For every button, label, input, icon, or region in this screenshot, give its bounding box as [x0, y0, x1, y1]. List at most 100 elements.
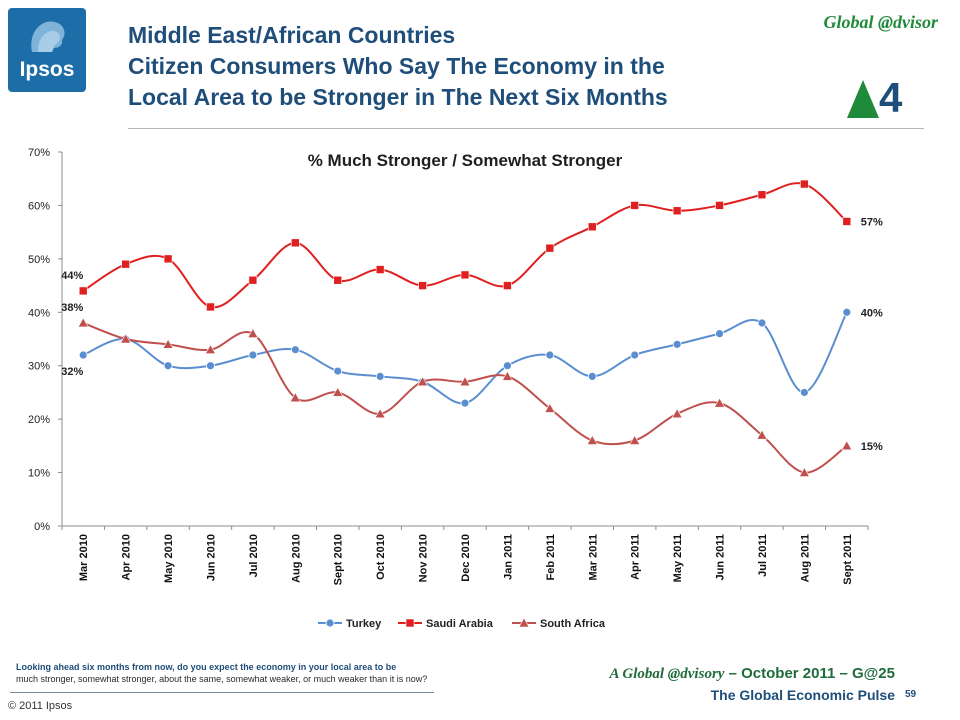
chart-axes: 0% 10% 20% 30% 40% 50% 60% 70% Mar 2010 Apr 2010 M… — [28, 147, 869, 585]
report-brand: A Global @dvisory — [609, 666, 725, 682]
y-tick-label: 70% — [28, 147, 50, 159]
x-tick-label: Jun 2011 — [715, 534, 727, 580]
series-line-turkey — [82, 311, 848, 405]
title-line-1: Middle East/African Countries — [128, 22, 456, 48]
data-point-turkey — [799, 388, 809, 397]
data-point-turkey — [206, 361, 215, 371]
chart-legend: Turkey Saudi Arabia South Africa — [318, 617, 606, 630]
x-tick-label: Sept 2010 — [333, 534, 345, 585]
x-tick-label: Sept 2011 — [842, 534, 854, 585]
data-point-south-africa — [798, 466, 810, 477]
data-point-south-africa — [671, 408, 683, 419]
data-point-south-africa — [501, 370, 513, 381]
x-tick-label: Jul 2010 — [248, 534, 260, 577]
y-tick-label: 10% — [28, 468, 50, 480]
data-point-south-africa — [332, 386, 344, 397]
y-tick-label: 50% — [28, 254, 50, 266]
x-tick-label: Nov 2010 — [418, 534, 430, 582]
copyright: © 2011 Ipsos — [8, 700, 73, 712]
series-line-south-africa — [82, 322, 848, 474]
data-point-south-africa — [586, 434, 598, 445]
data-point-saudi-arabia — [587, 222, 597, 232]
y-tick-label: 20% — [28, 414, 50, 426]
x-tick-label: Aug 2010 — [290, 534, 302, 583]
x-tick-label: Apr 2010 — [121, 534, 133, 580]
data-point-saudi-arabia — [418, 281, 427, 290]
data-point-south-africa — [247, 328, 259, 338]
data-point-south-africa — [459, 376, 471, 387]
data-point-south-africa — [374, 408, 386, 419]
x-tick-label: Apr 2011 — [630, 534, 642, 580]
chart-title: % Much Stronger / Somewhat Stronger — [307, 151, 623, 170]
data-point-turkey — [757, 318, 767, 328]
report-title: A Global @dvisory – October 2011 – G@25 — [560, 665, 895, 683]
x-tick-label: Jan 2011 — [502, 534, 514, 580]
legend-marker-south-africa — [518, 617, 530, 628]
data-point-saudi-arabia — [757, 190, 767, 200]
report-date: – October 2011 – G@25 — [724, 665, 895, 682]
data-label: 57% — [861, 216, 883, 228]
data-point-saudi-arabia — [248, 275, 258, 285]
data-point-turkey — [630, 350, 640, 360]
data-point-saudi-arabia — [630, 201, 639, 210]
data-point-south-africa — [841, 440, 853, 451]
data-point-turkey — [163, 361, 173, 371]
data-point-south-africa — [162, 338, 174, 349]
title-divider — [128, 128, 924, 129]
data-point-south-africa — [629, 434, 641, 445]
legend-marker-saudi-arabia — [405, 618, 415, 628]
x-tick-label: Mar 2011 — [587, 534, 599, 580]
y-tick-label: 60% — [28, 200, 50, 212]
x-tick-label: May 2011 — [672, 534, 684, 582]
data-point-south-africa — [120, 333, 132, 344]
data-label: 38% — [61, 302, 83, 314]
data-label: 15% — [861, 441, 883, 453]
logo-head-icon — [31, 21, 65, 52]
x-tick-label: Feb 2011 — [545, 534, 557, 580]
up-arrow-icon — [847, 80, 879, 118]
data-point-turkey — [545, 350, 555, 360]
legend-marker-turkey — [325, 618, 335, 628]
x-tick-label: Dec 2010 — [460, 534, 472, 582]
data-point-saudi-arabia — [333, 275, 343, 285]
series-line-saudi-arabia — [82, 182, 848, 309]
question-line-2: much stronger, somewhat stronger, about … — [16, 674, 428, 684]
data-point-turkey — [248, 350, 258, 360]
data-point-saudi-arabia — [78, 286, 88, 296]
data-point-saudi-arabia — [800, 179, 809, 189]
data-point-saudi-arabia — [163, 254, 173, 264]
page-number: 59 — [905, 689, 917, 700]
data-point-south-africa — [714, 397, 726, 408]
x-tick-label: Jun 2010 — [205, 534, 217, 581]
data-point-turkey — [715, 329, 724, 339]
data-point-saudi-arabia — [545, 243, 555, 253]
chart-series — [77, 179, 853, 477]
data-point-saudi-arabia — [291, 238, 300, 248]
data-point-south-africa — [289, 392, 301, 403]
x-tick-label: May 2010 — [163, 534, 175, 583]
data-point-turkey — [375, 371, 385, 381]
x-tick-label: Aug 2011 — [799, 534, 811, 582]
data-point-south-africa — [204, 344, 216, 354]
y-tick-label: 30% — [28, 361, 50, 373]
data-point-south-africa — [756, 429, 768, 440]
data-point-turkey — [503, 361, 512, 371]
data-point-south-africa — [77, 317, 89, 328]
data-point-saudi-arabia — [375, 265, 385, 274]
data-point-saudi-arabia — [672, 206, 682, 216]
y-tick-label: 40% — [28, 307, 50, 319]
data-point-turkey — [587, 371, 597, 381]
legend-label-turkey: Turkey — [346, 618, 382, 630]
title-line-2: Citizen Consumers Who Say The Economy in… — [128, 53, 665, 79]
logo-text: Ipsos — [19, 58, 75, 81]
data-label: 44% — [61, 270, 83, 282]
badge-number: 4 — [879, 74, 903, 121]
data-point-turkey — [333, 366, 343, 376]
chart-data-labels: 44% 38% 32% 57% 40% 15% — [61, 216, 883, 452]
data-label: 32% — [61, 366, 83, 378]
footer-divider — [10, 692, 434, 693]
data-point-saudi-arabia — [460, 270, 470, 280]
data-point-saudi-arabia — [842, 217, 852, 226]
data-point-turkey — [78, 350, 88, 360]
data-point-south-africa — [544, 402, 556, 413]
